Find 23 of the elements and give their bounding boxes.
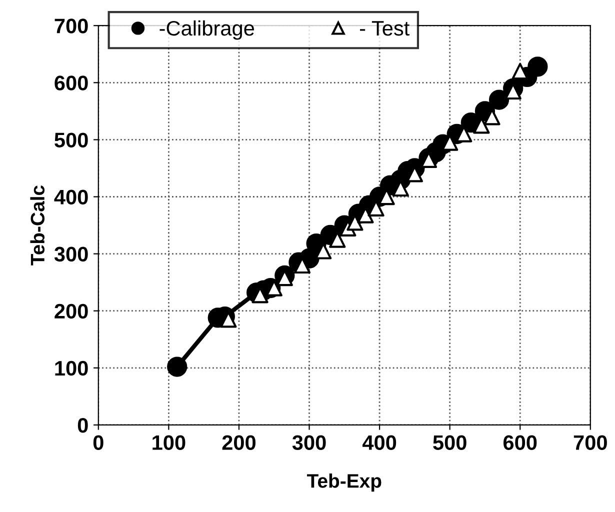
x-tick-label: 200 xyxy=(222,435,256,450)
y-tick-label: 0 xyxy=(78,418,88,433)
x-axis-title: Teb-Exp xyxy=(306,474,382,492)
x-tick-label: 400 xyxy=(362,435,396,450)
y-tick-label: 500 xyxy=(54,132,88,148)
x-tick-label: 300 xyxy=(292,435,326,450)
y-tick-label: 300 xyxy=(54,246,88,262)
point xyxy=(528,56,548,77)
y-tick-label: 200 xyxy=(54,304,88,319)
y-tick-label: 100 xyxy=(55,360,88,376)
y-tick-label: 600 xyxy=(54,76,88,90)
point xyxy=(167,356,188,377)
legend-label: -Calibrage xyxy=(160,20,254,40)
point xyxy=(488,90,510,110)
x-tick-label: 500 xyxy=(433,435,466,450)
legend-label: - Test xyxy=(360,21,410,36)
y-axis-title: Teb-Calc xyxy=(30,186,45,266)
x-tick-label: 700 xyxy=(574,435,607,450)
x-tick-label: 100 xyxy=(152,435,186,450)
y-tick-label: 700 xyxy=(54,18,88,34)
y-tick-label: 400 xyxy=(54,190,88,205)
x-tick-label: 0 xyxy=(93,435,104,450)
x-tick-label: 600 xyxy=(504,435,537,450)
